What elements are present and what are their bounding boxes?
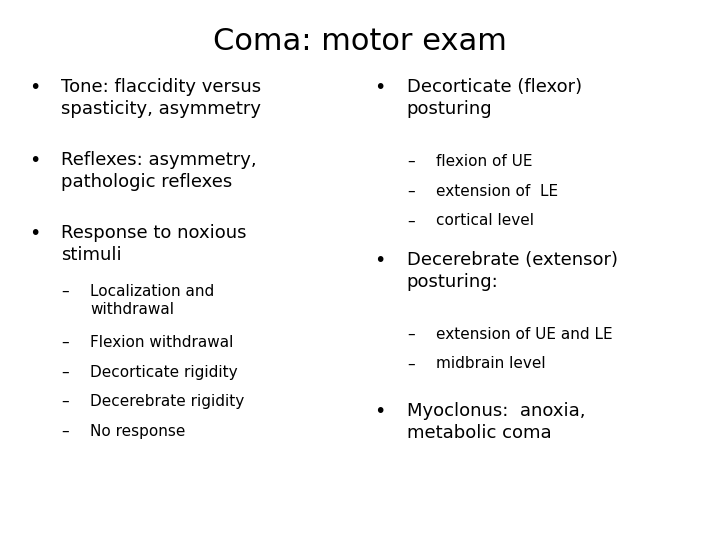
Text: Coma: motor exam: Coma: motor exam [213,27,507,56]
Text: •: • [29,151,40,170]
Text: No response: No response [90,424,185,439]
Text: –: – [407,213,415,228]
Text: Reflexes: asymmetry,
pathologic reflexes: Reflexes: asymmetry, pathologic reflexes [61,151,257,191]
Text: cortical level: cortical level [436,213,534,228]
Text: midbrain level: midbrain level [436,356,545,372]
Text: –: – [61,394,69,409]
Text: –: – [407,356,415,372]
Text: –: – [407,154,415,169]
Text: extension of UE and LE: extension of UE and LE [436,327,612,342]
Text: •: • [374,402,386,421]
Text: –: – [61,335,69,350]
Text: Localization and
withdrawal: Localization and withdrawal [90,284,215,317]
Text: flexion of UE: flexion of UE [436,154,532,169]
Text: Flexion withdrawal: Flexion withdrawal [90,335,233,350]
Text: •: • [29,224,40,243]
Text: Myoclonus:  anoxia,
metabolic coma: Myoclonus: anoxia, metabolic coma [407,402,585,442]
Text: –: – [61,284,69,299]
Text: Decerebrate (extensor)
posturing:: Decerebrate (extensor) posturing: [407,251,618,291]
Text: –: – [407,327,415,342]
Text: Decorticate (flexor)
posturing: Decorticate (flexor) posturing [407,78,582,118]
Text: extension of  LE: extension of LE [436,184,558,199]
Text: Tone: flaccidity versus
spasticity, asymmetry: Tone: flaccidity versus spasticity, asym… [61,78,261,118]
Text: Response to noxious
stimuli: Response to noxious stimuli [61,224,247,264]
Text: Decerebrate rigidity: Decerebrate rigidity [90,394,244,409]
Text: –: – [61,364,69,380]
Text: •: • [374,251,386,270]
Text: –: – [61,424,69,439]
Text: –: – [407,184,415,199]
Text: •: • [29,78,40,97]
Text: Decorticate rigidity: Decorticate rigidity [90,364,238,380]
Text: •: • [374,78,386,97]
